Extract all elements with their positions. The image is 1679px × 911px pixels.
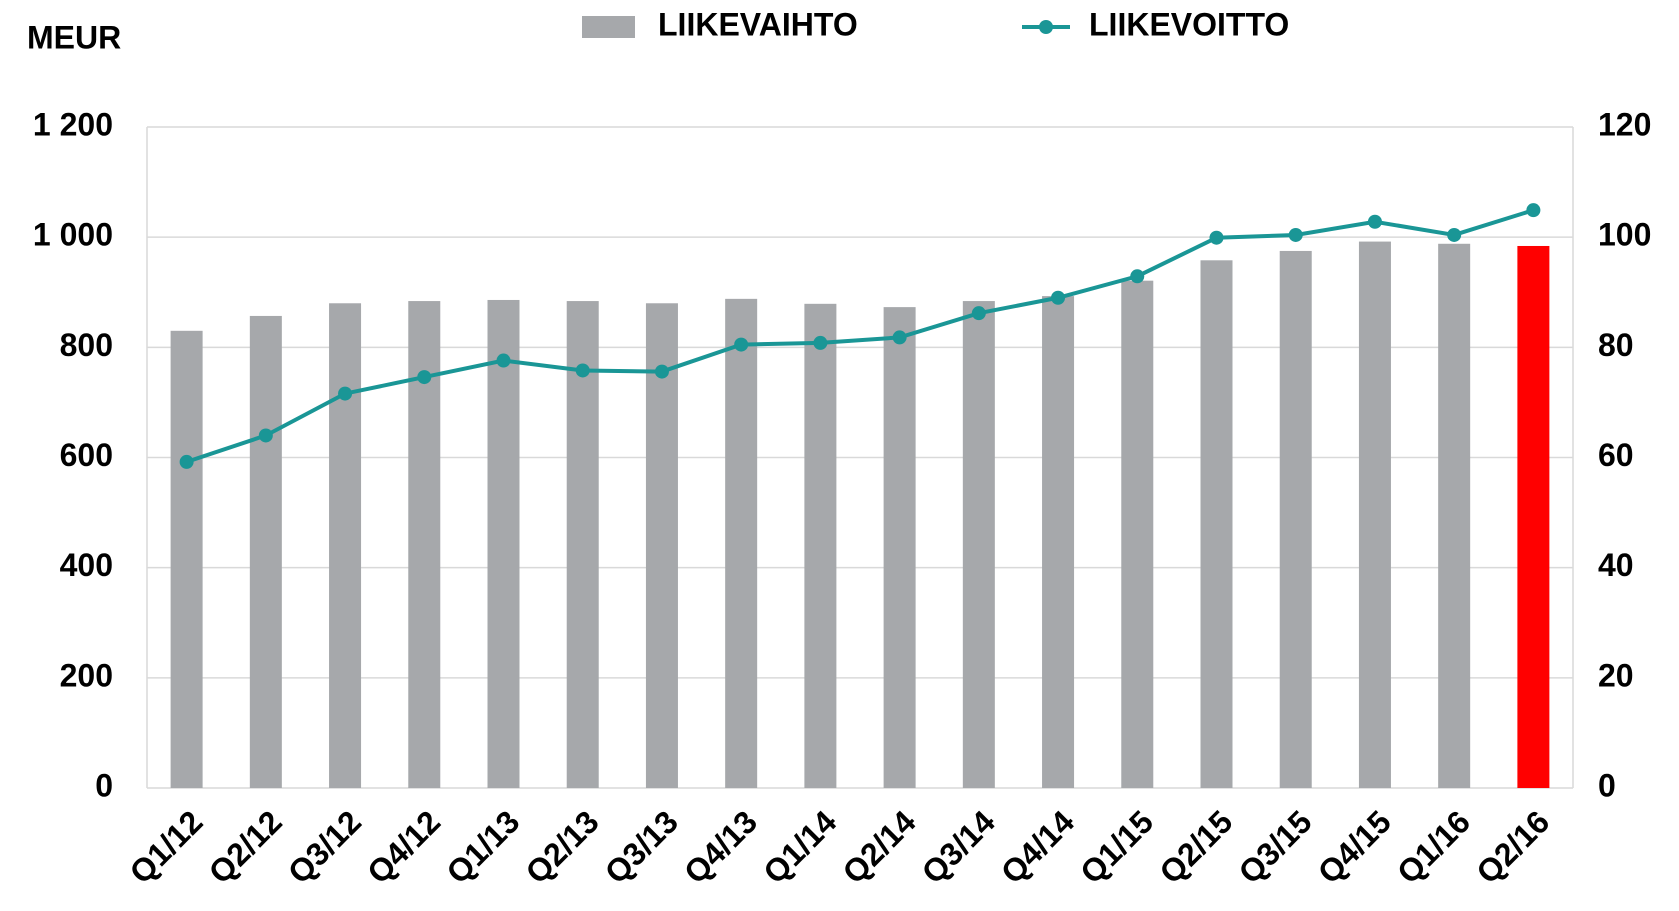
bar [329,303,362,788]
x-tick-label: Q2/12 [202,803,289,890]
line [185,208,1534,464]
y2-tick-label: 40 [1598,547,1634,583]
line-point [575,363,590,378]
line-point [1209,230,1224,245]
bar [1358,241,1391,788]
line-point [179,454,194,469]
x-tick-label: Q4/13 [677,803,764,890]
bar [1121,280,1154,788]
legend-label: LIIKEVOITTO [1089,6,1289,42]
x-tick-label: Q2/15 [1152,803,1239,890]
line-point [892,330,907,345]
y-tick-label: 200 [60,657,113,693]
line-point [258,428,273,443]
x-tick-label: Q1/14 [756,803,843,890]
x-tick-label: Q2/16 [1469,803,1556,890]
x-tick-label: Q4/14 [994,803,1081,890]
y2-tick-label: 100 [1598,217,1651,253]
y-tick-label: 400 [60,547,113,583]
y-tick-label: 0 [95,767,113,803]
bar [566,301,599,788]
x-tick-label: Q1/13 [439,803,526,890]
bar [1517,245,1550,789]
bar [1042,296,1075,788]
x-tick-label: Q4/15 [1311,803,1398,890]
bar [645,303,678,788]
x-tick-label: Q1/16 [1390,803,1477,890]
line-point [496,353,511,368]
bar [962,301,995,788]
legend-label: LIIKEVAIHTO [658,6,858,42]
x-tick-label: Q1/15 [1073,803,1160,890]
bar [170,330,203,788]
x-tick-label: Q4/12 [360,803,447,890]
line-point [338,386,353,401]
legend-swatch [582,16,635,38]
x-tick-label: Q1/12 [122,803,209,890]
line-point [1051,290,1066,305]
y2-tick-label: 80 [1598,327,1634,363]
x-tick-label: Q3/13 [598,803,685,890]
line-point [1288,227,1303,242]
line-point [734,337,749,352]
bar [1438,243,1471,788]
y-tick-label: 600 [60,437,113,473]
line-point [1526,203,1541,218]
line-point [813,335,828,350]
line-point [1367,214,1382,229]
x-tick-label: Q2/13 [519,803,606,890]
bar [487,299,520,788]
legend-swatch [1039,20,1053,34]
line-point [1447,227,1462,242]
y2-tick-label: 0 [1598,767,1616,803]
line-point [971,306,986,321]
line-point [1130,269,1145,284]
line-point [417,370,432,385]
bar [1279,250,1312,788]
y-tick-label: 1 200 [33,106,113,142]
x-tick-label: Q3/12 [281,803,368,890]
y-axis-label: MEUR [27,19,121,55]
y2-tick-label: 120 [1598,106,1651,142]
bar [1200,260,1233,789]
line-point [654,364,669,379]
bar [804,303,837,788]
y-tick-label: 800 [60,327,113,363]
bar [883,307,916,788]
x-tick-label: Q3/14 [915,803,1002,890]
y2-tick-label: 60 [1598,437,1634,473]
x-tick-label: Q2/14 [835,803,922,890]
x-tick-label: Q3/15 [1232,803,1319,890]
y2-tick-label: 20 [1598,657,1634,693]
bar [249,315,282,788]
bar [725,298,758,788]
y-tick-label: 1 000 [33,217,113,253]
